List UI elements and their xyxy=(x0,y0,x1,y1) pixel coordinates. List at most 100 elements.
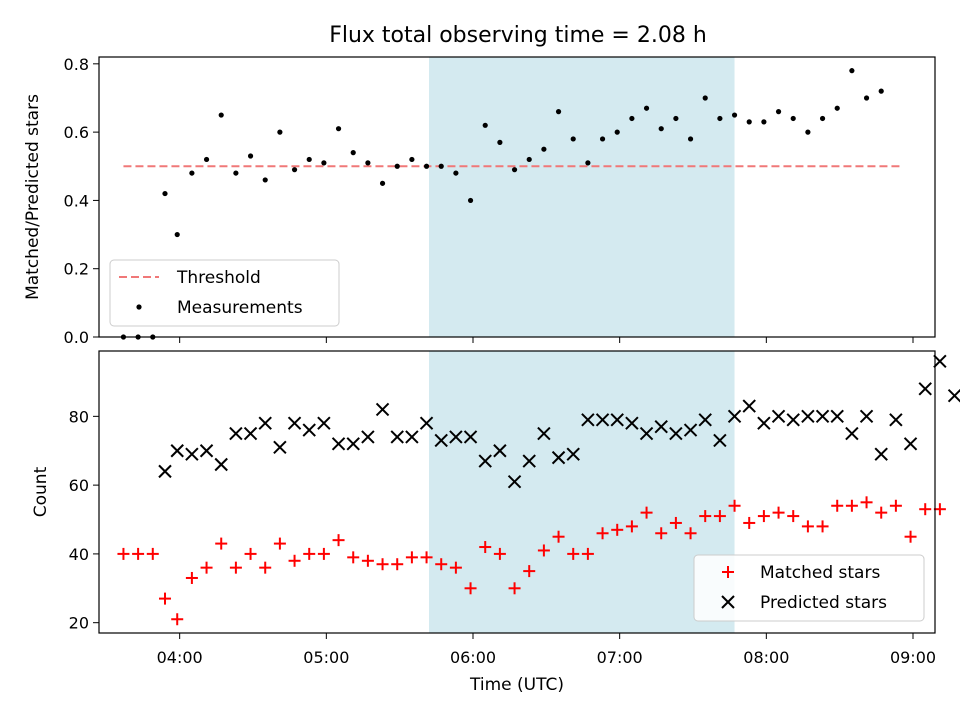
count-legend-box xyxy=(693,554,925,622)
measurement-point xyxy=(277,129,283,135)
ratio-panel: 0.0 0.2 0.4 0.6 0.8 Matched/Predicted stars xyxy=(23,55,936,347)
observing-window-highlight-top xyxy=(429,57,735,337)
measurement-point xyxy=(717,115,723,122)
ratio-legend: Threshold Measurements xyxy=(109,259,340,327)
predicted-star-point xyxy=(566,447,580,461)
matched-star-point xyxy=(244,547,257,560)
predicted-star-point xyxy=(801,409,815,424)
matched-star-point xyxy=(259,561,272,574)
observing-window-highlight-bottom xyxy=(429,351,735,633)
threshold-legend-label: Threshold xyxy=(176,268,261,288)
matched-star-point xyxy=(420,551,433,564)
measurement-point xyxy=(233,170,239,176)
measurements-legend-swatch xyxy=(136,304,142,310)
matched-star-point xyxy=(493,547,506,560)
measurement-point xyxy=(570,136,576,142)
matched-star-point xyxy=(567,547,580,560)
matched-star-point xyxy=(405,551,418,564)
matched-star-point xyxy=(523,565,536,578)
matched-star-point xyxy=(303,547,316,560)
matched-star-point xyxy=(361,554,374,567)
measurement-point xyxy=(673,115,679,122)
matched-star-point xyxy=(132,547,145,560)
measurement-point xyxy=(306,156,312,163)
predicted-star-point xyxy=(258,416,272,430)
measurement-point xyxy=(731,112,738,118)
matched-star-point xyxy=(273,537,286,550)
predicted-star-point xyxy=(889,413,903,427)
measurement-point xyxy=(335,126,342,132)
predicted-star-point xyxy=(390,430,404,444)
predicted-star-point xyxy=(669,426,683,441)
predicted-star-point xyxy=(698,413,712,427)
matched-star-point xyxy=(479,541,492,554)
measurement-point xyxy=(761,119,767,125)
count-x-tick-label: 06:00 xyxy=(450,648,496,667)
predicted-star-point xyxy=(537,426,551,441)
predicted-star-point xyxy=(493,444,507,458)
measurement-point xyxy=(453,170,459,176)
count-y-tick-label: 80 xyxy=(69,407,89,426)
predicted-star-point xyxy=(918,382,932,396)
matched-star-point xyxy=(229,561,242,574)
measurement-point xyxy=(467,197,474,204)
matched-star-point xyxy=(904,530,917,543)
measurement-point xyxy=(162,190,168,197)
measurement-point xyxy=(702,95,708,101)
measurement-point xyxy=(541,146,547,152)
ratio-y-tick-label: 0.6 xyxy=(64,123,89,142)
matched-star-point xyxy=(699,510,712,523)
matched-stars-legend-label: Matched stars xyxy=(760,563,880,583)
measurement-point xyxy=(834,105,840,111)
measurement-point xyxy=(247,153,254,159)
measurement-point xyxy=(805,129,811,135)
matched-star-point xyxy=(611,523,624,536)
matched-stars-legend-swatch xyxy=(722,566,734,578)
matched-star-point xyxy=(215,537,228,550)
matched-star-point xyxy=(875,506,888,519)
measurement-point xyxy=(174,231,180,238)
matched-star-point xyxy=(171,613,184,626)
measurement-point xyxy=(526,156,532,163)
measurement-point xyxy=(189,170,195,176)
measurements-legend-label: Measurements xyxy=(177,298,303,318)
measurement-point xyxy=(291,167,298,173)
measurement-point xyxy=(482,122,488,128)
predicted-star-point xyxy=(757,416,771,430)
ratio-y-tick-label: 0.0 xyxy=(64,328,89,347)
predicted-star-point xyxy=(830,409,844,424)
measurement-point xyxy=(321,160,327,166)
matched-star-point xyxy=(200,561,213,574)
measurement-point xyxy=(511,167,518,173)
matched-star-point xyxy=(596,527,609,540)
measurement-point xyxy=(438,163,444,169)
measurement-point xyxy=(878,88,884,94)
count-legend: Matched stars Predicted stars xyxy=(693,554,925,622)
measurement-point xyxy=(643,105,650,111)
predicted-star-point xyxy=(302,423,316,437)
measurement-point xyxy=(497,139,503,145)
matched-star-point xyxy=(552,530,565,543)
measurement-point xyxy=(819,115,826,122)
measurement-point xyxy=(849,68,855,74)
matched-star-point xyxy=(743,516,756,529)
matched-star-point xyxy=(508,582,521,595)
predicted-star-point xyxy=(507,474,522,489)
predicted-star-point xyxy=(947,389,960,403)
count-y-axis-label: Count xyxy=(31,466,51,517)
predicted-star-point xyxy=(346,437,360,451)
matched-star-point xyxy=(713,510,726,523)
measurement-point xyxy=(379,180,386,186)
measurement-point xyxy=(555,109,562,115)
matched-star-point xyxy=(117,547,130,560)
matched-star-point xyxy=(581,547,594,560)
predicted-star-point xyxy=(375,402,390,417)
predicted-star-point xyxy=(463,430,478,444)
matched-star-point xyxy=(669,516,682,529)
count-plot-frame xyxy=(98,350,936,634)
predicted-star-point xyxy=(185,447,199,461)
measurement-point xyxy=(350,150,356,156)
predicted-star-point xyxy=(771,409,786,424)
matched-star-point xyxy=(376,558,389,571)
